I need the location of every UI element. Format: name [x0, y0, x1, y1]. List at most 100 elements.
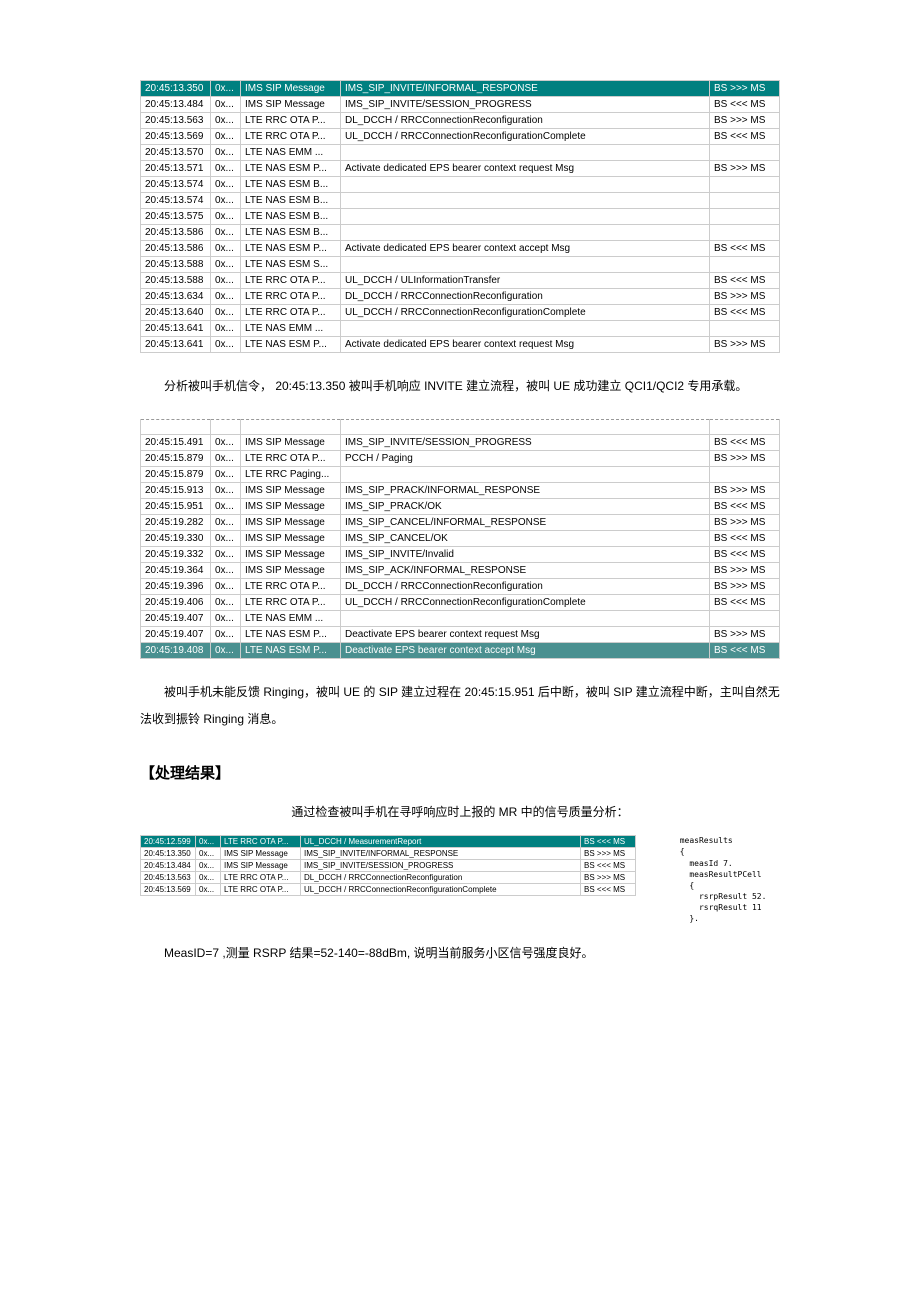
log-row: 20:45:13.5630x...LTE RRC OTA P...DL_DCCH…: [141, 113, 780, 129]
log-cell: BS >>> MS: [710, 81, 780, 97]
log-cell: BS <<< MS: [710, 643, 780, 659]
log-cell: [341, 467, 710, 483]
log-cell: 0x...: [211, 563, 241, 579]
log-cell: [141, 420, 211, 435]
log-cell: LTE RRC OTA P...: [241, 273, 341, 289]
log-cell: 0x...: [196, 848, 221, 860]
log-cell: DL_DCCH / RRCConnectionReconfiguration: [341, 289, 710, 305]
log-cell: BS >>> MS: [710, 289, 780, 305]
log-row: 20:45:19.3640x...IMS SIP MessageIMS_SIP_…: [141, 563, 780, 579]
log-cell: LTE NAS EMM ...: [241, 321, 341, 337]
log-cell: 0x...: [211, 145, 241, 161]
log-cell: 20:45:19.407: [141, 627, 211, 643]
log-cell: 0x...: [211, 579, 241, 595]
log-cell: [710, 209, 780, 225]
log-cell: DL_DCCH / RRCConnectionReconfiguration: [341, 113, 710, 129]
log-cell: 0x...: [211, 611, 241, 627]
log-row: 20:45:13.5690x...LTE RRC OTA P...UL_DCCH…: [141, 884, 636, 896]
analysis-paragraph-3: MeasID=7 ,测量 RSRP 结果=52-140=-88dBm, 说明当前…: [140, 940, 780, 966]
truncated-row: [141, 420, 780, 435]
log-cell: BS <<< MS: [710, 241, 780, 257]
log-cell: Activate dedicated EPS bearer context ac…: [341, 241, 710, 257]
log-cell: IMS SIP Message: [221, 860, 301, 872]
log-cell: 0x...: [211, 435, 241, 451]
log-cell: 0x...: [211, 225, 241, 241]
log-cell: BS <<< MS: [581, 836, 636, 848]
log-cell: LTE NAS ESM B...: [241, 209, 341, 225]
log-cell: LTE RRC OTA P...: [241, 451, 341, 467]
log-cell: 0x...: [211, 337, 241, 353]
log-cell: BS >>> MS: [710, 483, 780, 499]
log-cell: 20:45:15.879: [141, 451, 211, 467]
log-cell: 20:45:13.563: [141, 113, 211, 129]
log-cell: BS >>> MS: [710, 563, 780, 579]
log-cell: 20:45:19.282: [141, 515, 211, 531]
log-row: 20:45:13.5750x...LTE NAS ESM B...: [141, 209, 780, 225]
log-cell: 0x...: [211, 289, 241, 305]
log-row: 20:45:19.3300x...IMS SIP MessageIMS_SIP_…: [141, 531, 780, 547]
mr-analysis-intro: 通过检查被叫手机在寻呼响应时上报的 MR 中的信号质量分析：: [140, 803, 780, 820]
log-cell: IMS_SIP_INVITE/SESSION_PROGRESS: [301, 860, 581, 872]
log-cell: 0x...: [196, 836, 221, 848]
log-cell: 20:45:19.406: [141, 595, 211, 611]
log-cell: DL_DCCH / RRCConnectionReconfiguration: [301, 872, 581, 884]
log-cell: 20:45:19.396: [141, 579, 211, 595]
log-cell: LTE NAS ESM S...: [241, 257, 341, 273]
log-cell: Activate dedicated EPS bearer context re…: [341, 337, 710, 353]
log-row: 20:45:13.4840x...IMS SIP MessageIMS_SIP_…: [141, 97, 780, 113]
log-cell: [341, 193, 710, 209]
log-cell: 0x...: [211, 627, 241, 643]
log-row: 20:45:13.5710x...LTE NAS ESM P...Activat…: [141, 161, 780, 177]
log-cell: 20:45:13.569: [141, 129, 211, 145]
log-table-3: 20:45:12.5990x...LTE RRC OTA P...UL_DCCH…: [140, 835, 636, 896]
log-cell: LTE NAS ESM P...: [241, 241, 341, 257]
log-cell: IMS SIP Message: [241, 483, 341, 499]
log-cell: LTE RRC OTA P...: [241, 129, 341, 145]
log-cell: LTE NAS ESM B...: [241, 225, 341, 241]
log-cell: 20:45:15.951: [141, 499, 211, 515]
log-cell: [710, 225, 780, 241]
log-cell: Activate dedicated EPS bearer context re…: [341, 161, 710, 177]
log-cell: BS >>> MS: [710, 627, 780, 643]
log-cell: 0x...: [211, 81, 241, 97]
log-cell: IMS SIP Message: [241, 531, 341, 547]
log-row: 20:45:13.6400x...LTE RRC OTA P...UL_DCCH…: [141, 305, 780, 321]
log-cell: IMS_SIP_INVITE/SESSION_PROGRESS: [341, 435, 710, 451]
log-cell: 0x...: [211, 451, 241, 467]
log-cell: 0x...: [211, 257, 241, 273]
log-row: 20:45:19.4070x...LTE NAS ESM P...Deactiv…: [141, 627, 780, 643]
log-row: 20:45:19.4070x...LTE NAS EMM ...: [141, 611, 780, 627]
log-cell: 20:45:13.634: [141, 289, 211, 305]
log-cell: [341, 257, 710, 273]
log-cell: LTE RRC OTA P...: [241, 595, 341, 611]
log-cell: 20:45:13.563: [141, 872, 196, 884]
log-cell: 20:45:13.574: [141, 193, 211, 209]
log-cell: 0x...: [211, 129, 241, 145]
meas-results-detail: measResults { measId 7. measResultPCell …: [646, 835, 766, 925]
log-cell: BS <<< MS: [710, 97, 780, 113]
log-cell: 0x...: [211, 547, 241, 563]
log-cell: 20:45:13.586: [141, 241, 211, 257]
log-table-1: 20:45:13.3500x...IMS SIP MessageIMS_SIP_…: [140, 80, 780, 353]
log-row: 20:45:13.4840x...IMS SIP MessageIMS_SIP_…: [141, 860, 636, 872]
log-cell: 0x...: [196, 860, 221, 872]
log-cell: UL_DCCH / RRCConnectionReconfigurationCo…: [341, 595, 710, 611]
log-cell: BS >>> MS: [710, 113, 780, 129]
log-cell: 0x...: [211, 595, 241, 611]
log-cell: 0x...: [211, 193, 241, 209]
log-cell: 0x...: [196, 884, 221, 896]
log-cell: 20:45:15.879: [141, 467, 211, 483]
log-cell: 0x...: [211, 177, 241, 193]
log-cell: [341, 225, 710, 241]
log-cell: 20:45:19.330: [141, 531, 211, 547]
log-cell: PCCH / Paging: [341, 451, 710, 467]
log-cell: 20:45:13.574: [141, 177, 211, 193]
log-cell: IMS SIP Message: [221, 848, 301, 860]
log-cell: LTE RRC OTA P...: [221, 836, 301, 848]
log-table-2: 20:45:15.4910x...IMS SIP MessageIMS_SIP_…: [140, 419, 780, 659]
log-row: 20:45:13.5860x...LTE NAS ESM B...: [141, 225, 780, 241]
log-cell: [341, 177, 710, 193]
log-cell: IMS_SIP_INVITE/INFORMAL_RESPONSE: [301, 848, 581, 860]
log-cell: 0x...: [211, 321, 241, 337]
log-cell: [211, 420, 241, 435]
